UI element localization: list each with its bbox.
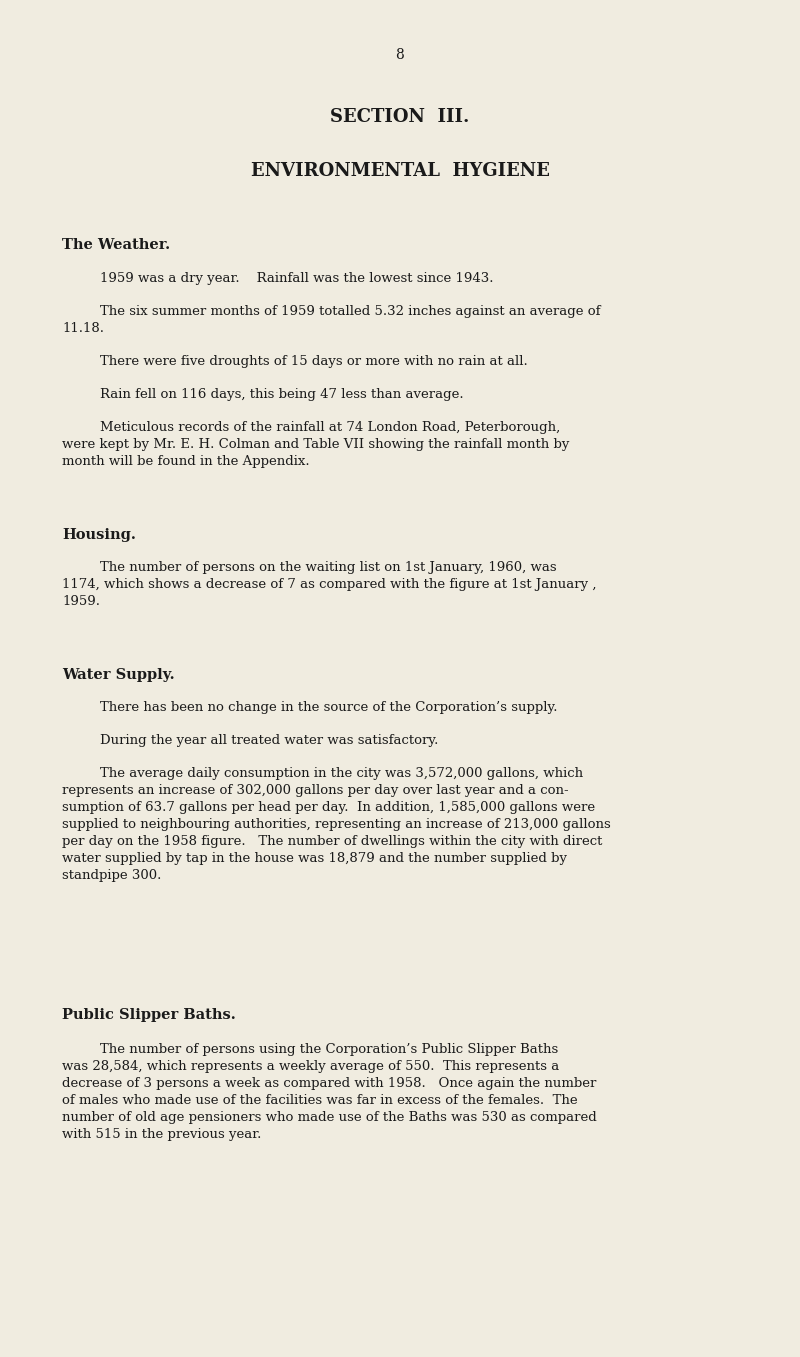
Text: sumption of 63.7 gallons per head per day.  In addition, 1,585,000 gallons were: sumption of 63.7 gallons per head per da… <box>62 801 595 814</box>
Text: were kept by Mr. E. H. Colman and Table VII showing the rainfall month by: were kept by Mr. E. H. Colman and Table … <box>62 438 570 451</box>
Text: 8: 8 <box>396 47 404 62</box>
Text: 1959.: 1959. <box>62 594 100 608</box>
Text: Housing.: Housing. <box>62 528 136 541</box>
Text: per day on the 1958 figure.   The number of dwellings within the city with direc: per day on the 1958 figure. The number o… <box>62 835 602 848</box>
Text: Meticulous records of the rainfall at 74 London Road, Peterborough,: Meticulous records of the rainfall at 74… <box>100 421 560 434</box>
Text: 1174, which shows a decrease of 7 as compared with the figure at 1st January ,: 1174, which shows a decrease of 7 as com… <box>62 578 597 592</box>
Text: The average daily consumption in the city was 3,572,000 gallons, which: The average daily consumption in the cit… <box>100 767 583 780</box>
Text: with 515 in the previous year.: with 515 in the previous year. <box>62 1128 262 1141</box>
Text: water supplied by tap in the house was 18,879 and the number supplied by: water supplied by tap in the house was 1… <box>62 852 567 864</box>
Text: decrease of 3 persons a week as compared with 1958.   Once again the number: decrease of 3 persons a week as compared… <box>62 1077 596 1090</box>
Text: ENVIRONMENTAL  HYGIENE: ENVIRONMENTAL HYGIENE <box>250 161 550 180</box>
Text: The number of persons on the waiting list on 1st January, 1960, was: The number of persons on the waiting lis… <box>100 560 557 574</box>
Text: was 28,584, which represents a weekly average of 550.  This represents a: was 28,584, which represents a weekly av… <box>62 1060 559 1073</box>
Text: During the year all treated water was satisfactory.: During the year all treated water was sa… <box>100 734 438 746</box>
Text: 1959 was a dry year.    Rainfall was the lowest since 1943.: 1959 was a dry year. Rainfall was the lo… <box>100 271 494 285</box>
Text: The six summer months of 1959 totalled 5.32 inches against an average of: The six summer months of 1959 totalled 5… <box>100 305 601 318</box>
Text: month will be found in the Appendix.: month will be found in the Appendix. <box>62 455 310 468</box>
Text: There has been no change in the source of the Corporation’s supply.: There has been no change in the source o… <box>100 702 558 714</box>
Text: SECTION  III.: SECTION III. <box>330 109 470 126</box>
Text: Public Slipper Baths.: Public Slipper Baths. <box>62 1008 236 1022</box>
Text: There were five droughts of 15 days or more with no rain at all.: There were five droughts of 15 days or m… <box>100 356 528 368</box>
Text: represents an increase of 302,000 gallons per day over last year and a con-: represents an increase of 302,000 gallon… <box>62 784 569 797</box>
Text: standpipe 300.: standpipe 300. <box>62 868 162 882</box>
Text: The number of persons using the Corporation’s Public Slipper Baths: The number of persons using the Corporat… <box>100 1044 558 1056</box>
Text: of males who made use of the facilities was far in excess of the females.  The: of males who made use of the facilities … <box>62 1094 578 1107</box>
Text: supplied to neighbouring authorities, representing an increase of 213,000 gallon: supplied to neighbouring authorities, re… <box>62 818 610 830</box>
Text: 11.18.: 11.18. <box>62 322 104 335</box>
Text: number of old age pensioners who made use of the Baths was 530 as compared: number of old age pensioners who made us… <box>62 1111 597 1124</box>
Text: Rain fell on 116 days, this being 47 less than average.: Rain fell on 116 days, this being 47 les… <box>100 388 464 402</box>
Text: The Weather.: The Weather. <box>62 237 170 252</box>
Text: Water Supply.: Water Supply. <box>62 668 174 683</box>
